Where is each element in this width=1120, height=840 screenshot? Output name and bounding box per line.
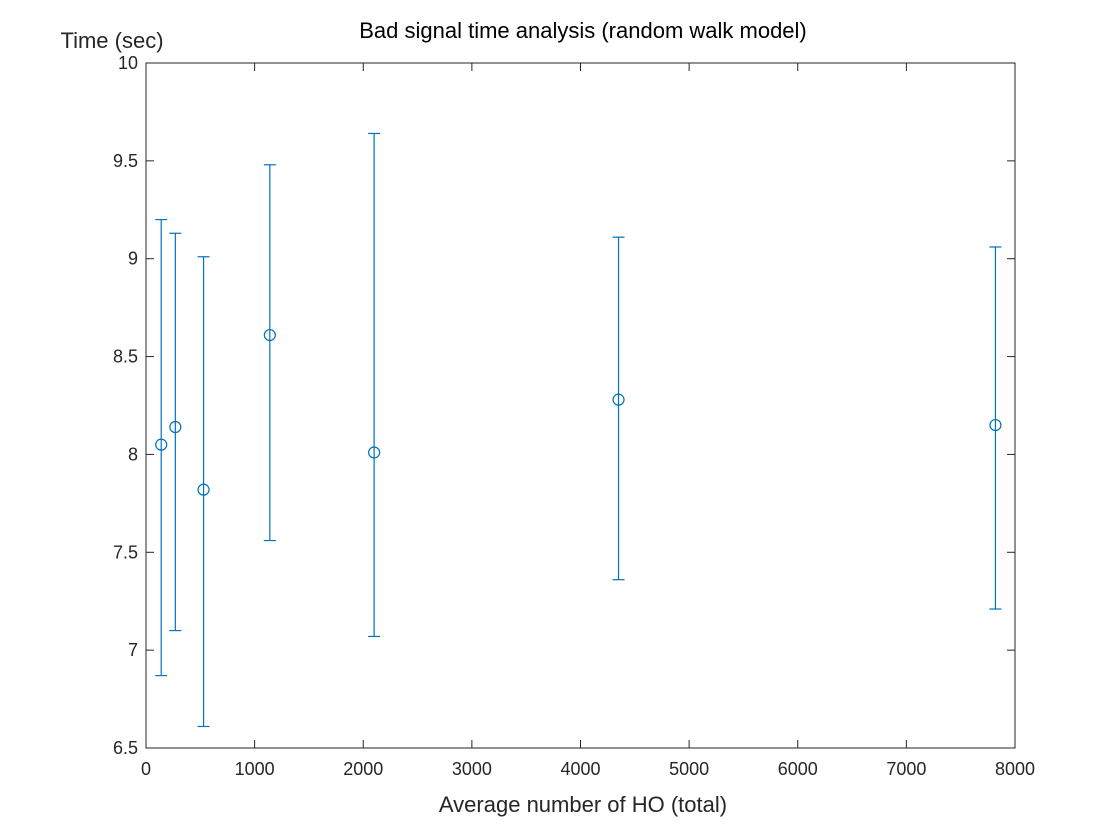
x-tick-label: 3000 bbox=[452, 759, 492, 779]
x-tick-label: 7000 bbox=[886, 759, 926, 779]
y-tick-label: 8.5 bbox=[113, 347, 138, 367]
data-series bbox=[155, 132, 1002, 728]
y-tick-label: 7 bbox=[128, 640, 138, 660]
data-point bbox=[197, 483, 210, 496]
axes-box bbox=[145, 62, 1016, 749]
axes: 0 1000 2000 3000 4000 5000 6000 7000 8000 6.5 7 7.5… bbox=[113, 53, 1035, 779]
y-tick-label: 7.5 bbox=[113, 542, 138, 562]
data-point bbox=[155, 438, 168, 451]
x-tick-label: 2000 bbox=[343, 759, 383, 779]
x-tick-label: 5000 bbox=[669, 759, 709, 779]
y-axis-title: Time (sec) bbox=[60, 28, 163, 53]
x-tick-label: 8000 bbox=[995, 759, 1035, 779]
data-point bbox=[368, 446, 381, 459]
y-tick-label: 10 bbox=[118, 53, 138, 73]
y-tick-label: 6.5 bbox=[113, 738, 138, 758]
x-axis-title: Average number of HO (total) bbox=[439, 792, 727, 817]
x-tick-label: 1000 bbox=[235, 759, 275, 779]
y-tick-label: 8 bbox=[128, 444, 138, 464]
data-point bbox=[169, 420, 182, 434]
y-tick-label: 9.5 bbox=[113, 151, 138, 171]
chart-title: Bad signal time analysis (random walk mo… bbox=[359, 18, 807, 43]
x-tick-label: 0 bbox=[141, 759, 151, 779]
x-tick-label: 6000 bbox=[778, 759, 818, 779]
y-tick-label: 9 bbox=[128, 249, 138, 269]
data-point bbox=[612, 393, 625, 406]
data-point bbox=[989, 418, 1002, 432]
x-tick-label: 4000 bbox=[560, 759, 600, 779]
data-point bbox=[263, 328, 276, 342]
